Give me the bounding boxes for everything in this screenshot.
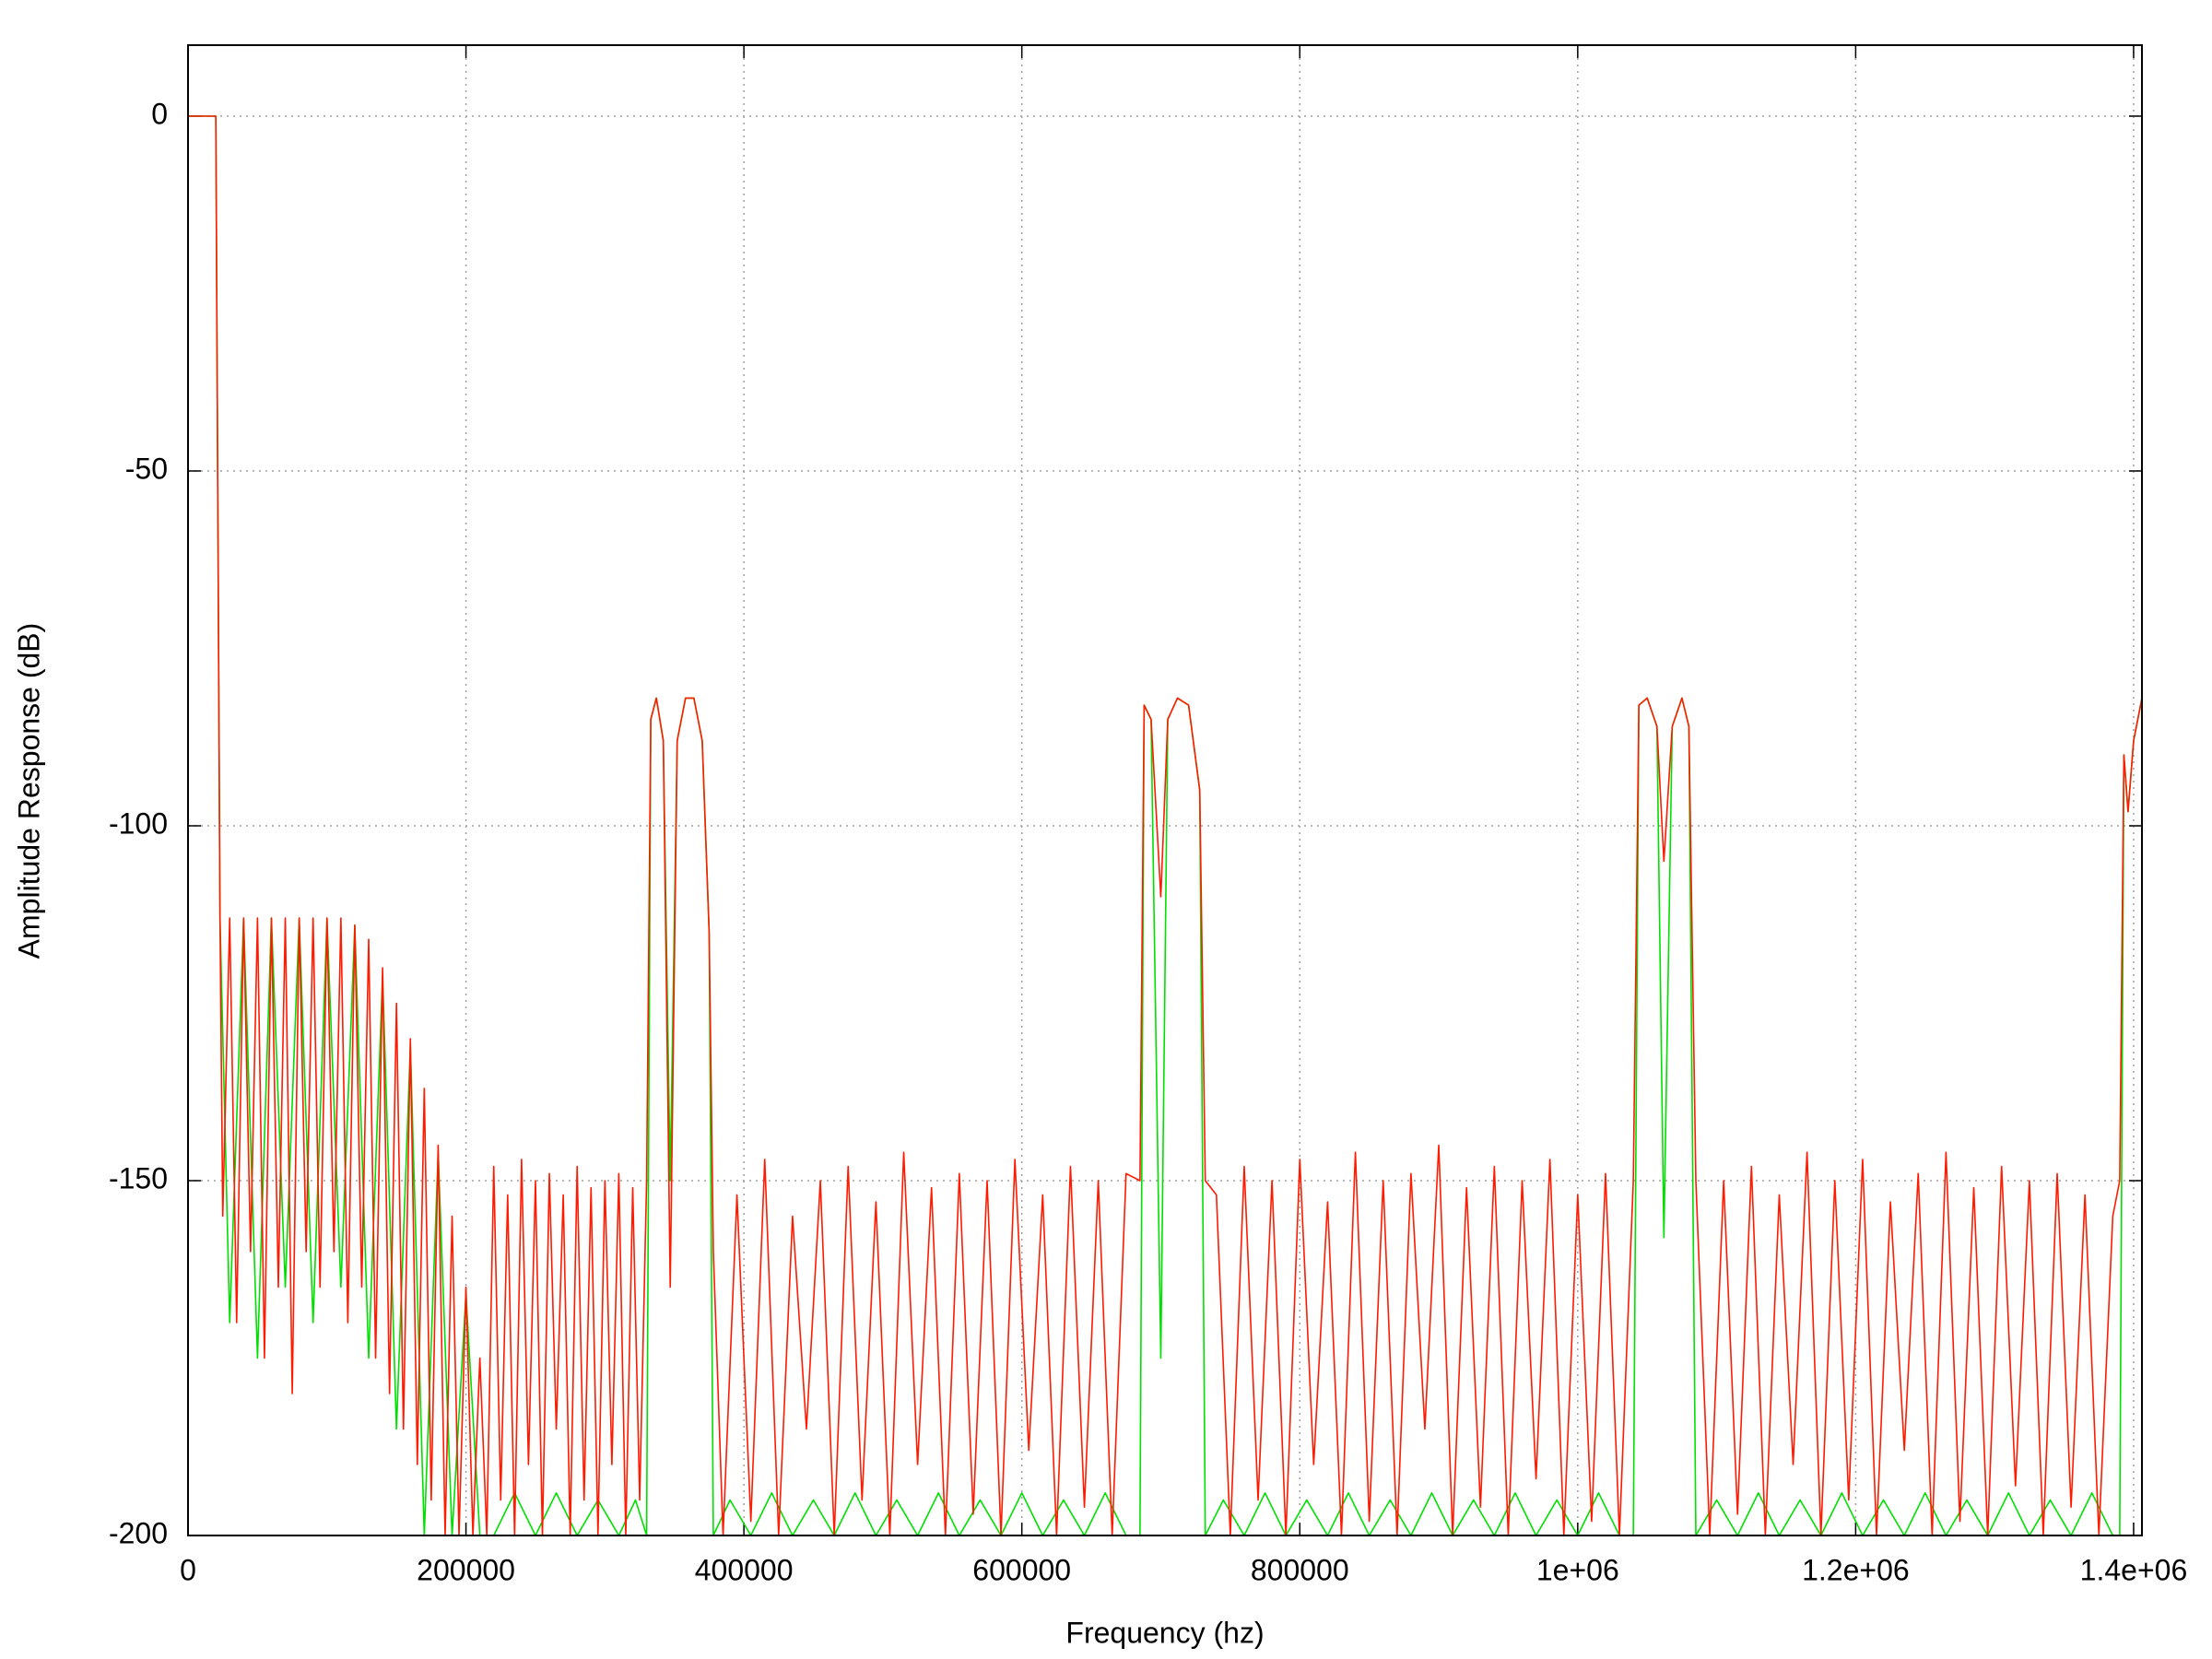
tick-labels: 0 200000 400000 600000 800000 1e+06 1.2e+06 1.4…	[109, 97, 2187, 1586]
x-tick-label: 800000	[1251, 1553, 1349, 1586]
x-tick-label: 200000	[417, 1553, 515, 1586]
x-tick-label: 600000	[972, 1553, 1071, 1586]
x-axis-label: Frequency (hz)	[1065, 1616, 1264, 1649]
x-tick-label: 1e+06	[1536, 1553, 1619, 1586]
x-tick-label: 400000	[695, 1553, 794, 1586]
series-line	[188, 115, 2142, 1535]
y-axis-label: Amplitude Response (dB)	[12, 623, 45, 959]
x-tick-label: 1.4e+06	[2080, 1553, 2188, 1586]
y-tick-label: -50	[125, 452, 168, 485]
y-tick-label: -100	[109, 806, 168, 840]
plot-frame	[187, 44, 2143, 1536]
plot-area	[188, 115, 2142, 1535]
x-tick-label: 1.2e+06	[1802, 1553, 1910, 1586]
y-tick-label: 0	[151, 97, 168, 130]
y-tick-label: -200	[109, 1516, 168, 1549]
x-tick-label: 0	[180, 1553, 196, 1586]
y-tick-label: -150	[109, 1161, 168, 1194]
series-line	[188, 115, 2142, 1535]
